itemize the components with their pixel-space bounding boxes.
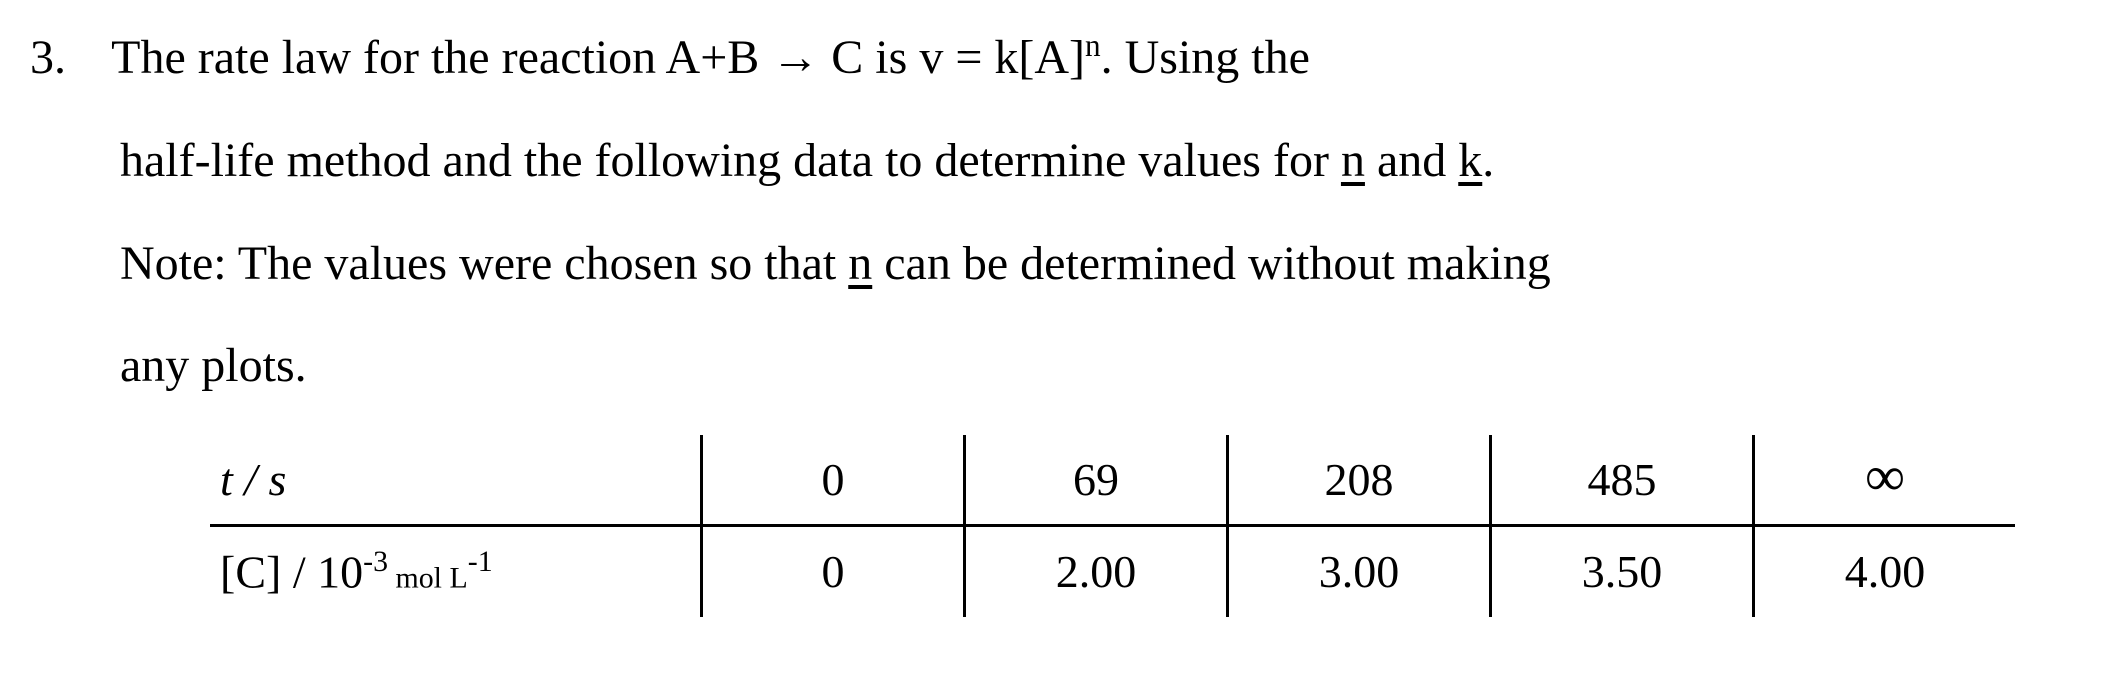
t-cell-2: 208: [1228, 435, 1491, 526]
row2-label-b: mol L: [388, 562, 468, 595]
row1-label: t / s: [220, 454, 286, 505]
row2-label-a: [C] / 10: [220, 547, 363, 598]
c-cell-0: 0: [702, 526, 965, 617]
line3-part-b: can be determined without making: [872, 237, 1550, 290]
line3-part-a: Note: The values were chosen so that: [120, 237, 848, 290]
table-row-time: t / s 0 69 208 485 ∞: [210, 435, 2015, 526]
line3-n: n: [848, 237, 872, 290]
line2-n: n: [1341, 134, 1365, 187]
problem-line-3: Note: The values were chosen so that n c…: [120, 226, 2072, 303]
line2-part-a: half-life method and the following data …: [120, 134, 1341, 187]
line1-exponent: n: [1085, 28, 1101, 63]
line4-text: any plots.: [120, 339, 307, 392]
data-table: t / s 0 69 208 485 ∞ [C] / 10-3 mol L-1 …: [210, 435, 2015, 616]
c-cell-4: 4.00: [1754, 526, 2016, 617]
row2-exp2: -1: [468, 545, 493, 578]
line2-part-b: and: [1365, 134, 1458, 187]
t-cell-3: 485: [1491, 435, 1754, 526]
problem-line-2: half-life method and the following data …: [120, 123, 2072, 200]
c-cell-1: 2.00: [965, 526, 1228, 617]
row2-exp1: -3: [363, 545, 388, 578]
line2-part-c: .: [1482, 134, 1494, 187]
line1-part-a: The rate law for the reaction A+B → C is…: [111, 31, 1085, 84]
problem-number: 3.: [30, 20, 100, 97]
line2-k: k: [1458, 134, 1482, 187]
data-table-wrap: t / s 0 69 208 485 ∞ [C] / 10-3 mol L-1 …: [210, 435, 2072, 616]
t-cell-4: ∞: [1754, 435, 2016, 526]
infinity-symbol: ∞: [1865, 446, 1905, 508]
row-label-time: t / s: [210, 435, 702, 526]
table-row-concentration: [C] / 10-3 mol L-1 0 2.00 3.00 3.50 4.00: [210, 526, 2015, 617]
c-cell-2: 3.00: [1228, 526, 1491, 617]
row-label-concentration: [C] / 10-3 mol L-1: [210, 526, 702, 617]
t-cell-0: 0: [702, 435, 965, 526]
line1-part-b: . Using the: [1101, 31, 1310, 84]
problem-line-4: any plots.: [120, 328, 2072, 405]
problem-line-1: 3. The rate law for the reaction A+B → C…: [30, 20, 2072, 97]
c-cell-3: 3.50: [1491, 526, 1754, 617]
t-cell-1: 69: [965, 435, 1228, 526]
